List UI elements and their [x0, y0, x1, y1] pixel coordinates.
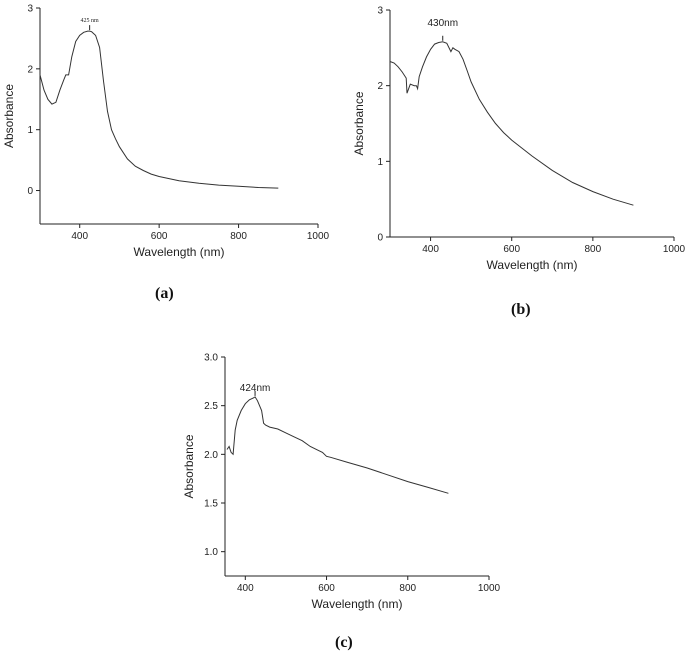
chart-b-x-tick-label: 600	[503, 244, 520, 255]
chart-a-x-tick-label: 600	[151, 231, 168, 242]
chart-a-y-tick-label: 1	[27, 125, 33, 136]
chart-b-y-tick-label: 1	[377, 157, 383, 168]
chart-a-y-axis-label: Absorbance	[2, 84, 16, 148]
chart-b-series-line	[389, 41, 634, 206]
chart-a-x-tick-label: 1000	[307, 231, 330, 242]
chart-b-peak-label: 430nm	[427, 18, 458, 29]
chart-c-peak-label: 424nm	[240, 383, 271, 394]
caption-a: (a)	[155, 285, 174, 302]
chart-a-y-tick-label: 3	[27, 4, 33, 15]
chart-a-y-tick-label: 0	[27, 186, 33, 197]
chart-c-y-axis-label: Absorbance	[182, 434, 196, 498]
chart-a-x-axis-label: Wavelength (nm)	[134, 245, 225, 259]
chart-b-x-tick-label: 1000	[663, 244, 685, 255]
chart-a-x-tick-label: 800	[230, 231, 247, 242]
chart-c-y-tick-label: 2.5	[204, 401, 218, 412]
chart-c-x-tick-label: 1000	[478, 583, 500, 594]
chart-a-y-tick-label: 2	[27, 64, 33, 75]
caption-b: (b)	[511, 301, 531, 318]
chart-b-y-tick-label: 2	[377, 81, 383, 92]
chart-c-y-tick-label: 2.0	[204, 450, 218, 461]
chart-c-x-tick-label: 600	[318, 583, 335, 594]
chart-c-y-tick-label: 1.5	[204, 499, 218, 510]
chart-b-y-tick-label: 0	[377, 233, 383, 244]
chart-b-svg: 0 1 2 3 400 600 800 1000 Wavelength (nm) Absorban…	[352, 6, 685, 273]
chart-b-x-axis-label: Wavelength (nm)	[487, 258, 578, 272]
chart-a-peak-label: 425 nm	[81, 18, 100, 24]
caption-c: (c)	[335, 634, 353, 651]
chart-panel-c: 1.0 1.5 2.0 2.5 3.0 400 600 800 1000 Wavelength (…	[180, 345, 501, 620]
chart-panel-b: 0 1 2 3 400 600 800 1000 Wavelength (nm) Absorban…	[350, 0, 685, 290]
chart-c-x-axis-label: Wavelength (nm)	[312, 597, 403, 611]
chart-c-x-tick-label: 800	[399, 583, 416, 594]
chart-b-x-tick-label: 400	[422, 244, 439, 255]
chart-b-y-tick-label: 3	[377, 6, 383, 17]
chart-b-y-axis-label: Absorbance	[352, 91, 366, 155]
chart-c-x-tick-label: 400	[237, 583, 254, 594]
chart-b-x-tick-label: 800	[585, 244, 602, 255]
chart-c-y-tick-label: 1.0	[204, 547, 218, 558]
chart-a-svg: 0 1 2 3 400 600 800 1000 Wavelength (nm) Absorban…	[2, 4, 330, 260]
chart-a-x-tick-label: 400	[71, 231, 88, 242]
chart-panel-a: 0 1 2 3 400 600 800 1000 Wavelength (nm) Absorban…	[0, 0, 340, 280]
chart-a-series-line	[39, 30, 279, 189]
chart-c-y-tick-label: 3.0	[204, 353, 218, 364]
chart-c-series-line	[226, 396, 449, 494]
chart-c-svg: 1.0 1.5 2.0 2.5 3.0 400 600 800 1000 Wavelength (…	[182, 353, 501, 612]
